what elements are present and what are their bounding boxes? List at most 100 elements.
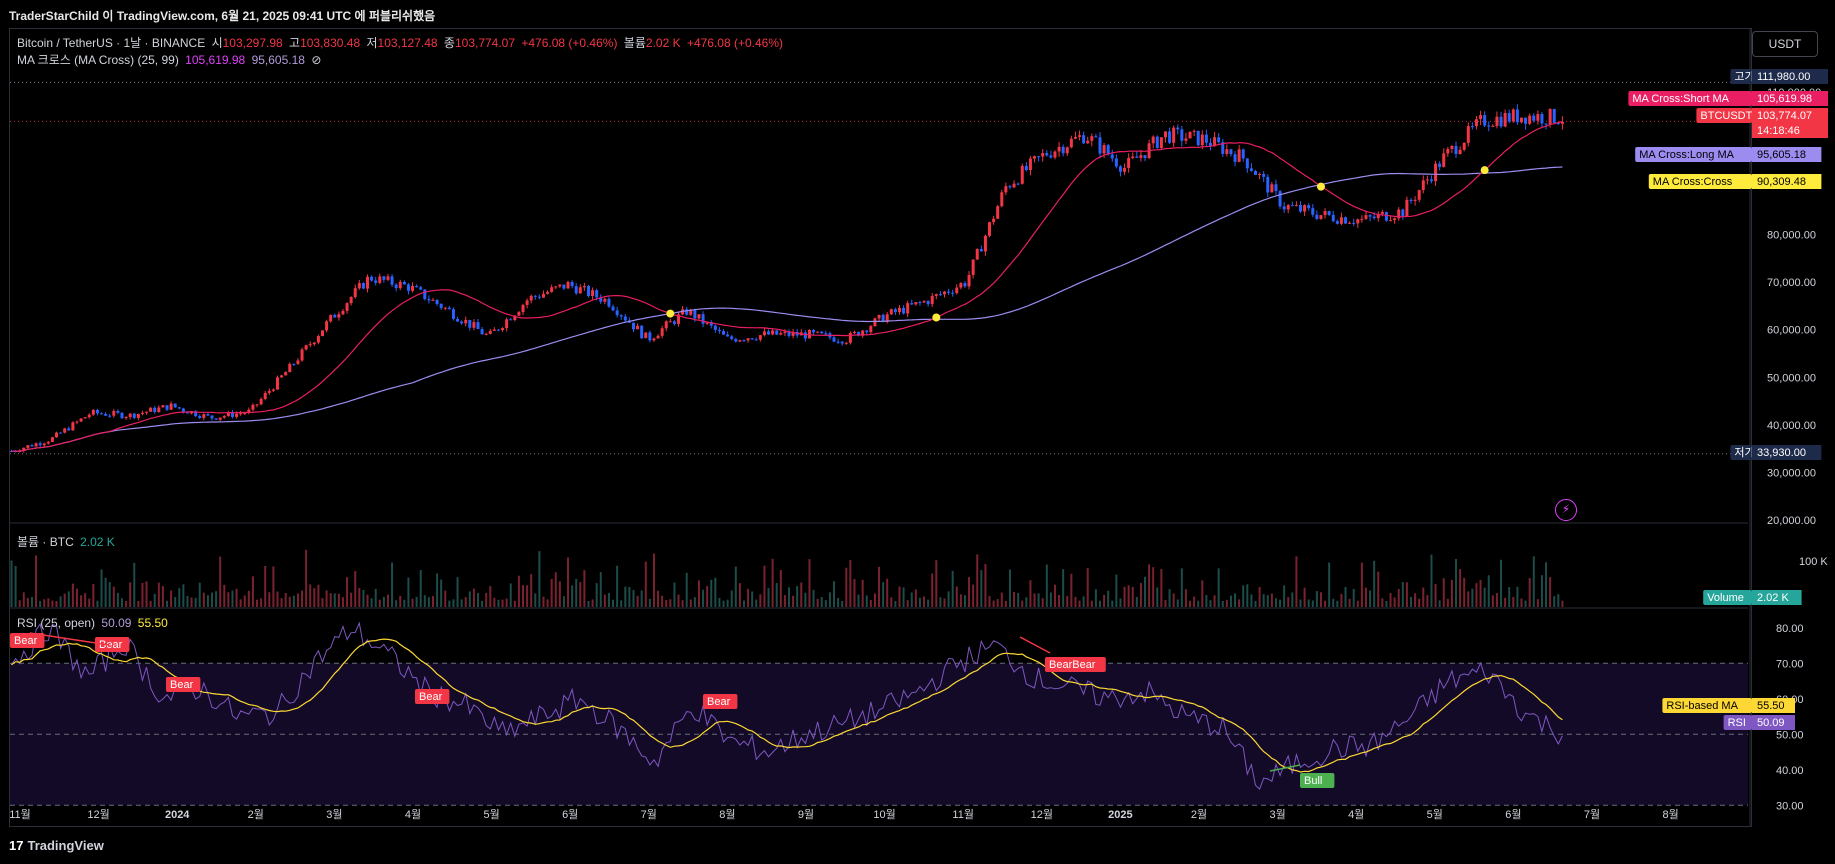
symbol-label[interactable]: Bitcoin / TetherUS · 1날 · BINANCE: [17, 36, 206, 50]
candle-body: [1499, 116, 1503, 127]
candle-body: [1434, 163, 1438, 182]
volume-bar: [153, 593, 156, 607]
volume-bar: [665, 599, 668, 607]
rsi-legend[interactable]: RSI (25, open) 50.09 55.50: [17, 616, 171, 630]
volume-bar: [341, 597, 344, 607]
candle-body: [644, 332, 648, 339]
candle-body: [67, 428, 71, 431]
volume-bar: [771, 558, 774, 607]
candle-body: [1078, 135, 1082, 137]
x-tick-label: 11월: [9, 808, 31, 821]
x-tick-label: 5월: [483, 808, 499, 821]
volume-bar: [575, 578, 578, 607]
volume-bar: [796, 586, 799, 607]
divergence-label-text: Bear: [707, 696, 731, 708]
candle-body: [713, 325, 717, 331]
candle-body: [353, 288, 357, 298]
volume-bar: [427, 597, 430, 607]
x-tick-label: 4월: [405, 808, 421, 821]
ma-label: MA 크로스 (MA Cross) (25, 99): [17, 53, 179, 67]
candle-body: [672, 321, 676, 324]
candle-body: [689, 309, 693, 315]
volume-bar: [346, 577, 349, 607]
lightning-icon[interactable]: ⚡: [1555, 499, 1577, 521]
candle-body: [1041, 153, 1045, 157]
volume-bar: [591, 599, 594, 607]
volume-bar: [1328, 562, 1331, 607]
candle-body: [1303, 205, 1307, 212]
volume-bar: [456, 577, 459, 607]
candle-body: [840, 341, 844, 344]
candle-body: [415, 285, 419, 288]
ma-legend[interactable]: MA 크로스 (MA Cross) (25, 99) 105,619.98 95…: [17, 51, 324, 68]
candle-body: [1352, 222, 1356, 224]
candle-body: [865, 330, 869, 333]
candle-body: [1106, 145, 1110, 155]
volume-bar: [1131, 586, 1134, 607]
volume-bar: [374, 588, 377, 607]
x-tick-label: 8월: [719, 808, 735, 821]
volume-bar: [1033, 593, 1036, 607]
rsi-value: 50.09: [101, 616, 132, 630]
bull-divergence-line: [1269, 764, 1301, 772]
volume-bar: [808, 559, 811, 607]
volume-bar: [235, 588, 238, 607]
candle-body: [1462, 142, 1466, 150]
volume-bar: [1500, 559, 1503, 607]
candle-body: [771, 330, 775, 335]
candle-body: [443, 307, 447, 309]
x-tick-label: 11월: [952, 808, 974, 821]
candle-body: [1069, 138, 1073, 148]
volume-bar: [96, 600, 99, 607]
candle-body: [668, 321, 672, 323]
volume-bar: [742, 600, 745, 607]
volume-legend[interactable]: 볼륨 · BTC 2.02 K: [17, 533, 118, 550]
volume-bar: [1172, 593, 1175, 607]
volume-bar: [861, 579, 864, 607]
candle-body: [288, 363, 292, 373]
volume-bar: [734, 566, 737, 607]
candle-body: [1483, 115, 1487, 126]
volume-label: 볼륨: [623, 36, 646, 50]
candle-body: [1049, 155, 1053, 158]
candle-body: [885, 314, 889, 322]
candle-body: [50, 437, 54, 442]
volume-bar: [1078, 600, 1081, 607]
volume-bar: [620, 600, 623, 607]
candle-body: [1065, 147, 1069, 154]
volume-bar: [1553, 596, 1556, 607]
candle-body: [275, 377, 279, 390]
candle-body: [149, 407, 153, 412]
volume-bar: [673, 582, 676, 607]
price-tick-label: 50,000.00: [1767, 372, 1816, 384]
candle-body: [758, 335, 762, 340]
candle-body: [42, 443, 46, 446]
volume-bar: [804, 592, 807, 607]
volume-value: 2.02 K: [645, 36, 681, 50]
volume-bar: [1029, 580, 1032, 607]
volume-bar: [1213, 595, 1216, 607]
tradingview-logo[interactable]: 17 TradingView: [9, 838, 104, 853]
volume-bar: [1058, 594, 1061, 607]
chart-canvas[interactable]: 20,000.00 30,000.00 40,000.00 50,000.00 60,0…: [0, 0, 1835, 830]
candle-body: [108, 415, 112, 417]
volume-bar: [759, 594, 762, 607]
volume-bar: [1279, 599, 1282, 607]
volume-bar: [301, 590, 304, 607]
candle-body: [1233, 154, 1237, 162]
rsi-axis-tag-bg: [1723, 715, 1752, 730]
candle-body: [861, 330, 865, 336]
candle-body: [1425, 179, 1429, 181]
volume-bar: [47, 598, 50, 607]
candle-body: [1082, 135, 1086, 144]
volume-bar: [988, 595, 991, 607]
price-axis-1-tag: MA Cross:Short MA: [1632, 93, 1729, 105]
currency-button[interactable]: USDT: [1752, 31, 1818, 57]
hidden-eye-icon[interactable]: ⊘: [311, 53, 322, 67]
candle-body: [906, 303, 910, 314]
volume-bar: [1545, 562, 1548, 607]
volume-bar: [423, 595, 426, 607]
candle-body: [1331, 214, 1335, 222]
volume-bar: [599, 572, 602, 607]
volume-bar: [116, 592, 119, 607]
